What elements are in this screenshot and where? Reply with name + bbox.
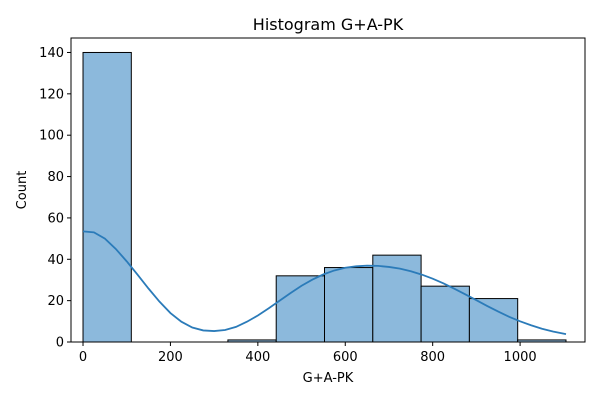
x-axis-label: G+A-PK xyxy=(303,371,354,386)
x-tick-label-400: 400 xyxy=(245,350,270,365)
x-tick-label-200: 200 xyxy=(158,350,183,365)
histogram-bar-8 xyxy=(468,298,519,343)
bars-group xyxy=(82,51,567,343)
y-tick-label-80: 80 xyxy=(47,170,64,185)
x-tick-label-600: 600 xyxy=(333,350,358,365)
chart-title: Histogram G+A-PK xyxy=(253,15,404,34)
x-axis-ticks: 0 200 400 600 800 1000 xyxy=(79,342,537,365)
y-tick-label-0: 0 xyxy=(56,336,64,351)
histogram-bar-7 xyxy=(420,285,470,343)
plot-frame xyxy=(70,37,586,343)
x-tick-label-1000: 1000 xyxy=(504,350,537,365)
kde-line xyxy=(82,230,567,336)
y-axis-ticks: 0 20 40 60 80 100 120 140 xyxy=(39,46,71,351)
y-axis-label: Count xyxy=(15,171,30,210)
y-tick-label-40: 40 xyxy=(47,253,64,268)
histogram-bar-5 xyxy=(324,267,374,343)
y-tick-label-20: 20 xyxy=(47,294,64,309)
y-tick-label-120: 120 xyxy=(39,87,64,102)
y-tick-label-60: 60 xyxy=(47,211,64,226)
x-tick-label-0: 0 xyxy=(79,350,87,365)
y-tick-label-100: 100 xyxy=(39,129,64,144)
histogram-bar-0 xyxy=(82,51,132,343)
y-tick-label-140: 140 xyxy=(39,46,64,61)
x-tick-label-800: 800 xyxy=(420,350,445,365)
